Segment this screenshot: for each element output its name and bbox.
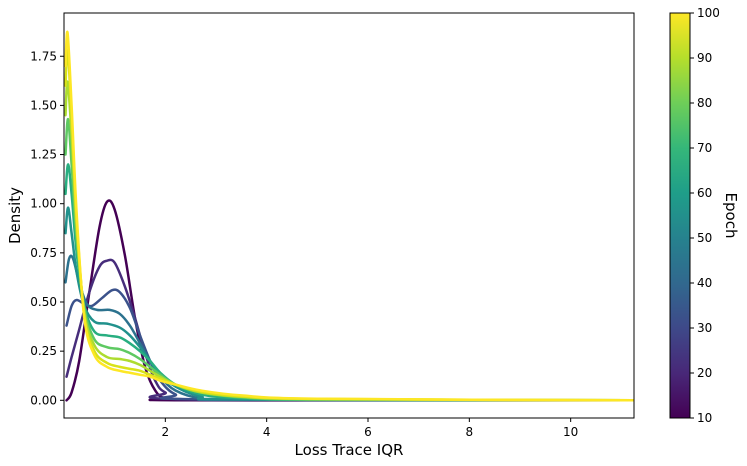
y-tick-label: 0.00 <box>30 393 57 407</box>
colorbar-label: Epoch <box>722 193 740 239</box>
plot-frame <box>63 12 635 419</box>
y-tick-label: 0.75 <box>30 246 57 260</box>
series-line-epoch-50 <box>64 206 634 402</box>
colorbar-ticks: 10 20 30 40 50 60 70 80 90 100 <box>690 6 720 425</box>
y-tick-label: 1.25 <box>30 148 57 162</box>
y-axis-label: Density <box>6 187 24 244</box>
x-tick-label: 10 <box>563 425 578 439</box>
y-tick-label: 1.75 <box>30 49 57 63</box>
x-tick-label: 8 <box>466 425 474 439</box>
y-tick-label: 0.50 <box>30 295 57 309</box>
y-axis-ticks: 0.00 0.25 0.50 0.75 1.00 1.25 1.50 1.75 <box>30 49 64 407</box>
x-tick-label: 4 <box>263 425 271 439</box>
colorbar-tick-label: 40 <box>697 276 712 290</box>
series-lines <box>64 30 634 402</box>
series-line-epoch-90 <box>64 48 634 402</box>
colorbar-tick-label: 80 <box>697 96 712 110</box>
colorbar-tick-label: 10 <box>697 411 712 425</box>
y-tick-label: 1.50 <box>30 98 57 112</box>
y-tick-label: 0.25 <box>30 344 57 358</box>
x-axis-label: Loss Trace IQR <box>295 441 404 459</box>
series-line-epoch-80 <box>64 80 634 402</box>
colorbar-tick-label: 90 <box>697 51 712 65</box>
series-line-epoch-20 <box>65 258 634 402</box>
series-line-epoch-40 <box>64 254 634 402</box>
x-tick-label: 6 <box>364 425 372 439</box>
colorbar-tick-label: 100 <box>697 6 720 20</box>
colorbar-tick-label: 20 <box>697 366 712 380</box>
series-line-epoch-100 <box>64 30 634 402</box>
x-axis-ticks: 2 4 6 8 10 <box>162 418 578 439</box>
colorbar-tick-label: 60 <box>697 186 712 200</box>
x-tick-label: 2 <box>162 425 170 439</box>
colorbar-tick-label: 70 <box>697 141 712 155</box>
colorbar-tick-label: 50 <box>697 231 712 245</box>
colorbar-tick-label: 30 <box>697 321 712 335</box>
y-tick-label: 1.00 <box>30 197 57 211</box>
colorbar <box>669 12 691 419</box>
series-line-epoch-70 <box>64 117 634 402</box>
